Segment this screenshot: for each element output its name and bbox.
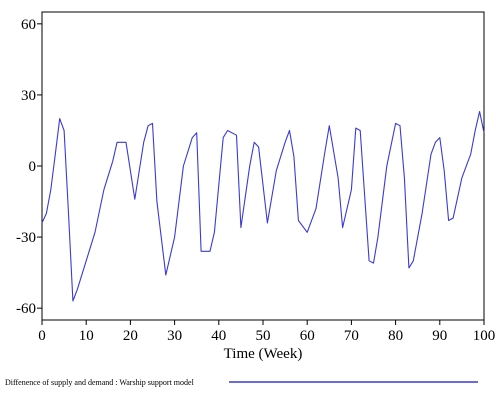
x-tick-label: 20 <box>123 328 138 344</box>
x-tick-label: 60 <box>300 328 315 344</box>
x-tick-label: 80 <box>388 328 403 344</box>
x-tick-label: 10 <box>79 328 94 344</box>
y-tick-label: 30 <box>21 88 36 104</box>
x-tick-label: 100 <box>473 328 496 344</box>
series-line <box>41 110 485 302</box>
x-tick-label: 70 <box>344 328 359 344</box>
plot-frame <box>41 11 485 321</box>
y-axis: 60 30 0 -30 -60 <box>16 17 42 317</box>
y-tick-label: -60 <box>16 301 36 317</box>
x-tick-label: 90 <box>432 328 447 344</box>
x-axis-title: Time (Week) <box>224 346 303 362</box>
legend-label: Diffenence of supply and demand : Warshi… <box>5 378 195 387</box>
x-tick-label: 40 <box>211 328 226 344</box>
y-tick-label: -30 <box>16 230 36 246</box>
y-tick-label: 0 <box>29 159 37 175</box>
x-tick-label: 50 <box>256 328 271 344</box>
x-axis: 0 10 20 30 40 50 60 70 80 90 100 <box>38 320 495 344</box>
x-tick-label: 0 <box>38 328 46 344</box>
x-tick-label: 30 <box>167 328 182 344</box>
y-tick-label: 60 <box>21 17 36 33</box>
